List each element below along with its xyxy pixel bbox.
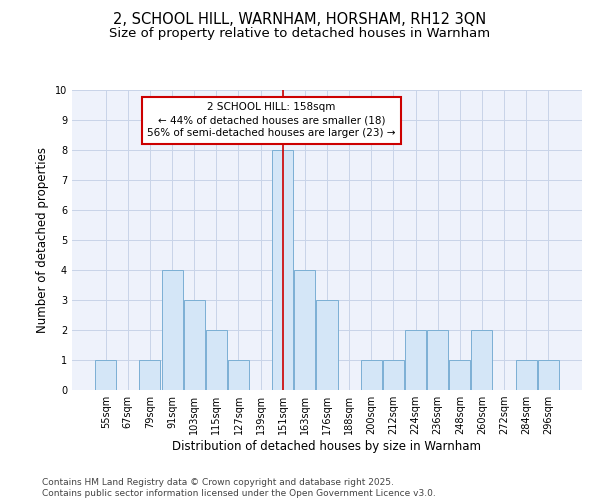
Bar [449,360,470,390]
Bar [95,360,116,390]
Bar [206,330,227,390]
Bar [472,330,493,390]
Bar [295,270,316,390]
X-axis label: Distribution of detached houses by size in Warnham: Distribution of detached houses by size … [173,440,482,453]
Bar [383,360,404,390]
Bar [538,360,559,390]
Bar [405,330,426,390]
Bar [139,360,160,390]
Text: Contains HM Land Registry data © Crown copyright and database right 2025.
Contai: Contains HM Land Registry data © Crown c… [42,478,436,498]
Bar [515,360,536,390]
Bar [316,300,338,390]
Bar [161,270,182,390]
Text: 2, SCHOOL HILL, WARNHAM, HORSHAM, RH12 3QN: 2, SCHOOL HILL, WARNHAM, HORSHAM, RH12 3… [113,12,487,28]
Text: 2 SCHOOL HILL: 158sqm
← 44% of detached houses are smaller (18)
56% of semi-deta: 2 SCHOOL HILL: 158sqm ← 44% of detached … [148,102,396,139]
Text: Size of property relative to detached houses in Warnham: Size of property relative to detached ho… [109,28,491,40]
Bar [427,330,448,390]
Bar [361,360,382,390]
Y-axis label: Number of detached properties: Number of detached properties [37,147,49,333]
Bar [272,150,293,390]
Bar [228,360,249,390]
Bar [184,300,205,390]
